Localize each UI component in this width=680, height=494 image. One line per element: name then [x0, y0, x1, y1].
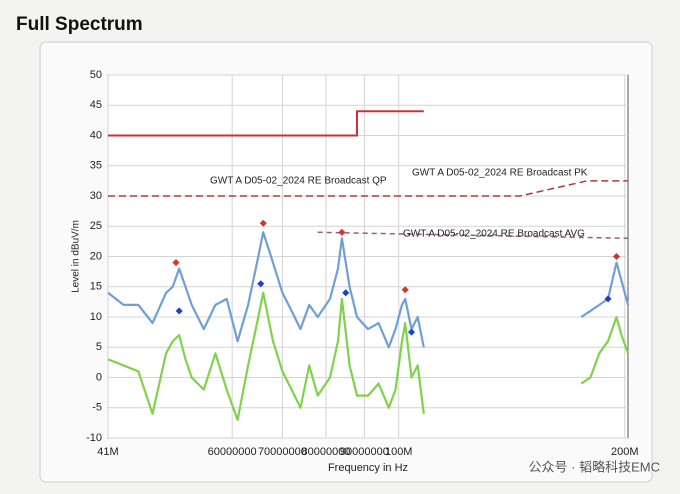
- marker: [407, 328, 416, 336]
- y-tick-label: 25: [90, 220, 102, 232]
- limit-label: GWT A D05-02_2024 RE Broadcast QP: [210, 176, 387, 187]
- limit-line: [108, 180, 628, 197]
- x-tick-label: 80000000: [301, 446, 350, 458]
- marker: [401, 286, 409, 294]
- y-tick-label: 40: [90, 129, 102, 141]
- marker: [612, 252, 621, 261]
- marker: [338, 228, 346, 236]
- y-tick-label: 20: [90, 250, 102, 262]
- marker: [259, 219, 267, 227]
- x-tick-label: 70000000: [258, 446, 307, 458]
- x-axis-label: Frequency in Hz: [328, 462, 408, 474]
- marker: [172, 259, 180, 267]
- y-tick-label: 50: [90, 69, 102, 81]
- y-tick-label: 0: [96, 371, 102, 383]
- y-tick-label: 30: [90, 190, 102, 202]
- x-tick-label: 200M: [611, 446, 639, 458]
- y-tick-label: 35: [90, 160, 102, 172]
- y-tick-label: 5: [96, 341, 102, 353]
- limit-line: [317, 231, 629, 240]
- x-tick-label: 100M: [385, 446, 413, 458]
- x-tick-label: 41M: [97, 446, 118, 458]
- trace: [107, 291, 630, 421]
- y-tick-label: -10: [86, 432, 102, 444]
- y-tick-label: 10: [90, 311, 102, 323]
- marker: [175, 307, 183, 315]
- marker: [342, 289, 350, 297]
- y-axis-label: Level in dBuV/m: [71, 220, 82, 293]
- marker: [604, 295, 612, 303]
- marker: [257, 280, 265, 288]
- x-tick-label: 90000000: [340, 446, 389, 458]
- limit-line: [108, 110, 424, 137]
- x-tick-label: 60000000: [208, 446, 257, 458]
- limit-label: GWT A D05-02_2024 RE Broadcast PK: [412, 168, 588, 179]
- page-title: Full Spectrum: [16, 14, 143, 35]
- y-tick-label: 45: [90, 99, 102, 111]
- y-tick-label: -5: [92, 402, 102, 414]
- limit-label: GWT A D05-02_2024 RE Broadcast AVG: [403, 229, 585, 240]
- watermark: 公众号 · 韬略科技EMC: [529, 459, 660, 474]
- y-tick-label: 15: [90, 281, 102, 293]
